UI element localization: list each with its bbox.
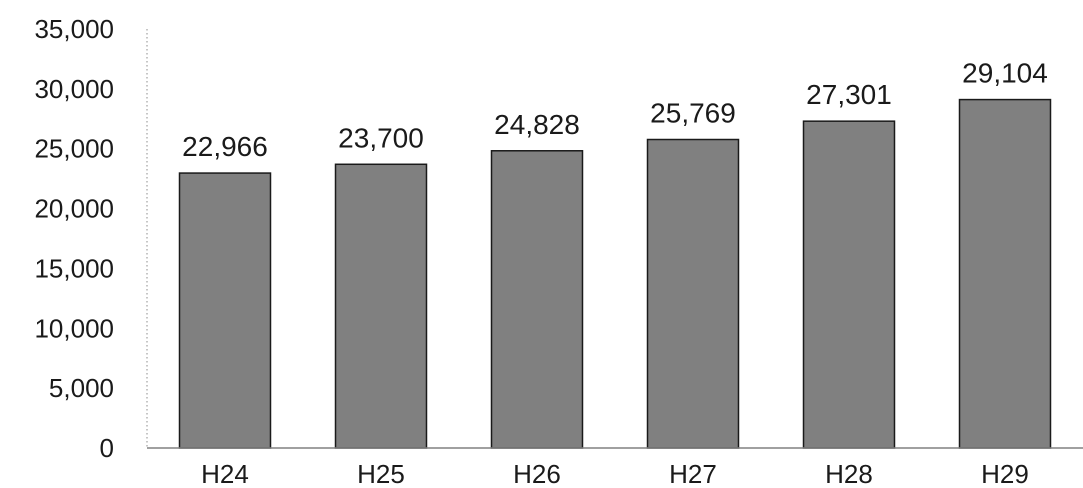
x-tick-label-h24: H24 <box>201 459 249 488</box>
bar-h28 <box>802 120 896 449</box>
bar-h27 <box>646 138 740 449</box>
bar-h26 <box>490 150 584 449</box>
y-tick-label: 0 <box>100 433 114 463</box>
data-labels: 22,966 23,700 24,828 25,769 27,301 29,104 <box>182 58 1048 162</box>
data-label-h24: 22,966 <box>182 131 268 162</box>
data-label-h25: 23,700 <box>338 122 424 153</box>
y-tick-label: 20,000 <box>34 194 114 224</box>
x-tick-label-h28: H28 <box>825 459 873 488</box>
bar-h24 <box>178 172 272 449</box>
y-tick-label: 5,000 <box>49 373 114 403</box>
y-tick-label: 15,000 <box>34 253 114 283</box>
y-tick-label: 30,000 <box>34 74 114 104</box>
bar-h25 <box>334 163 428 449</box>
x-tick-label-h29: H29 <box>981 459 1029 488</box>
bar-h29 <box>958 98 1052 449</box>
x-tick-label-h27: H27 <box>669 459 717 488</box>
data-label-h27: 25,769 <box>650 98 736 129</box>
bars <box>178 98 1052 449</box>
x-tick-label-h26: H26 <box>513 459 561 488</box>
y-axis-ticks: 0 5,000 10,000 15,000 20,000 25,000 30,000 35,0… <box>34 14 114 463</box>
x-tick-label-h25: H25 <box>357 459 405 488</box>
y-tick-label: 35,000 <box>34 14 114 44</box>
data-label-h28: 27,301 <box>806 79 892 110</box>
data-label-h26: 24,828 <box>494 109 580 140</box>
y-tick-label: 25,000 <box>34 134 114 164</box>
y-tick-label: 10,000 <box>34 313 114 343</box>
x-axis-ticks: H24 H25 H26 H27 H28 H29 <box>201 459 1029 488</box>
data-label-h29: 29,104 <box>962 58 1048 89</box>
